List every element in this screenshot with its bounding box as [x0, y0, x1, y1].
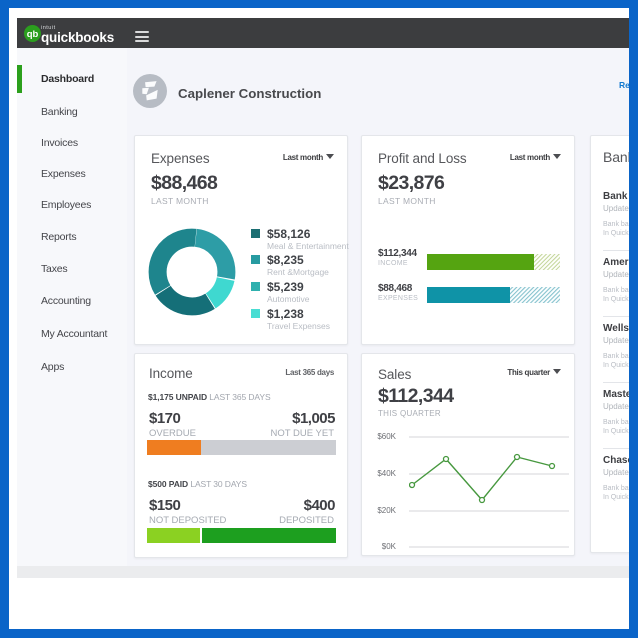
svg-text:qb: qb: [27, 29, 39, 40]
